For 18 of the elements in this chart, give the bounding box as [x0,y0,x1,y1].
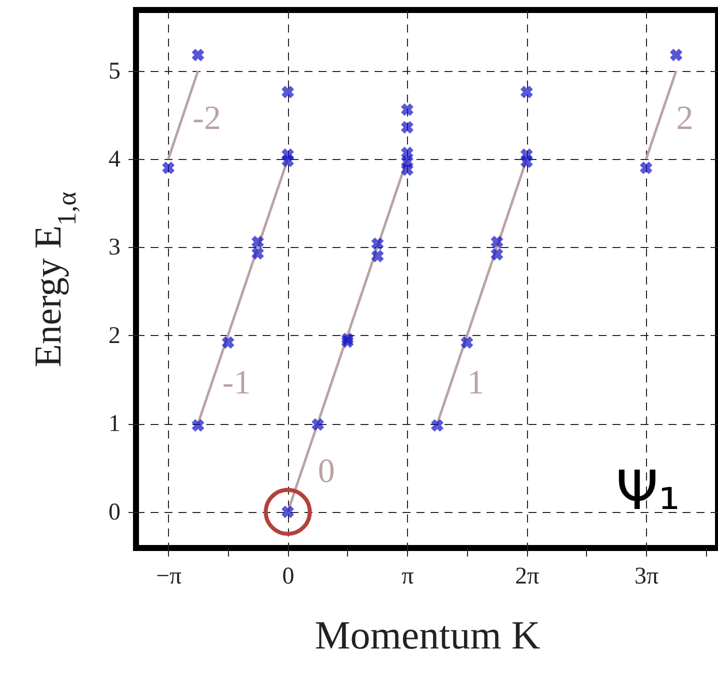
y-tick-label: 3 [108,234,120,261]
series-label: -1 [222,364,251,402]
series-label: -2 [192,100,221,138]
x-axis-title: Momentum K [314,612,540,658]
series-label: 2 [676,100,694,138]
y-tick-label: 5 [108,58,120,84]
x-tick-label: 2π [515,564,540,590]
series-label: 0 [318,452,335,490]
y-tick-label: 4 [108,146,120,173]
x-tick-label: π [402,564,414,590]
x-tick-label: 0 [282,564,294,590]
annotation: Ψ₁ [616,459,680,522]
x-tick-label: 3π [634,564,659,590]
series-label: 1 [467,364,484,402]
y-tick-label: 1 [108,411,120,438]
y-tick-label: 2 [108,322,120,349]
y-tick-label: 0 [108,499,120,526]
x-tick-label: −π [156,564,182,590]
